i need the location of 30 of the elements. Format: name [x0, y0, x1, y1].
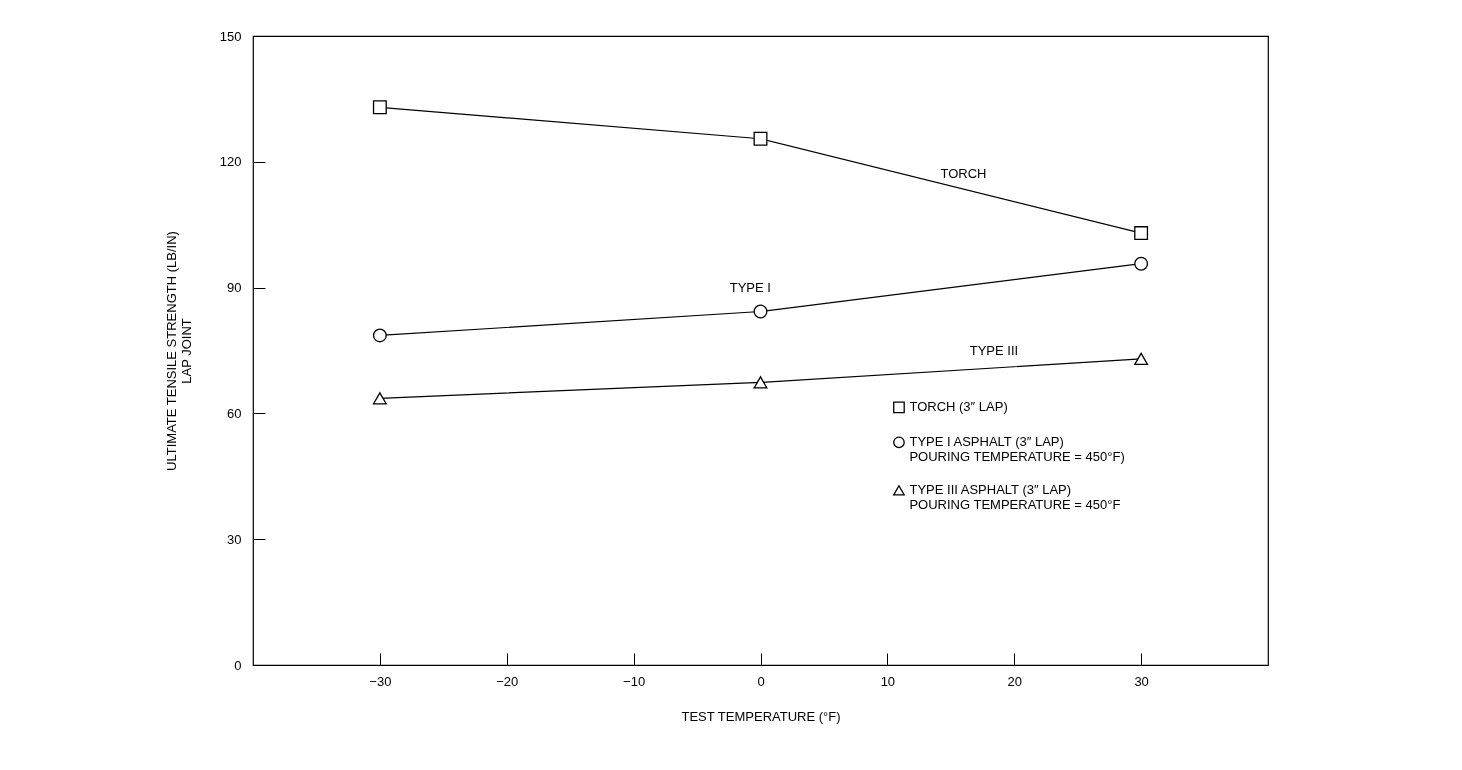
- y-axis-title: ULTIMATE TENSILE STRENGTH (LB/IN) LAP JOINT: [163, 231, 194, 471]
- legend-label: TYPE I ASPHALT (3″ LAP) POURING TEMPERATURE = 450°F): [909, 434, 1125, 465]
- x-tick-label: 20: [1007, 673, 1022, 689]
- x-tick-label: 0: [757, 673, 765, 689]
- annotation: TYPE I: [729, 279, 771, 295]
- point: [753, 131, 768, 146]
- x-tick-label: −20: [496, 673, 519, 689]
- point: [753, 304, 768, 319]
- point: [1134, 226, 1149, 241]
- annotation: TORCH: [940, 166, 987, 182]
- point: [372, 100, 387, 115]
- x-tick-label: −30: [369, 673, 392, 689]
- legend-label: TORCH (3″ LAP): [909, 399, 1008, 415]
- y-tick-label: 90: [227, 280, 242, 296]
- point: [1134, 256, 1149, 271]
- y-tick-label: 150: [219, 28, 242, 44]
- x-tick-label: −10: [623, 673, 646, 689]
- y-tick-label: 120: [219, 154, 242, 170]
- point: [372, 392, 387, 405]
- point: [1134, 352, 1149, 366]
- y-tick-label: 0: [234, 657, 242, 673]
- x-tick-label: 30: [1134, 673, 1149, 689]
- point: [372, 328, 387, 343]
- x-axis-title: TEST TEMPERATURE (°F): [681, 708, 841, 724]
- x-tick-label: 10: [880, 673, 896, 689]
- y-tick-label: 30: [227, 531, 242, 547]
- legend-label: TYPE III ASPHALT (3″ LAP) POURING TEMPERATURE = 450°F: [909, 482, 1121, 513]
- annotation: TYPE III: [969, 342, 1019, 358]
- y-tick-label: 60: [227, 405, 242, 421]
- point: [753, 376, 768, 389]
